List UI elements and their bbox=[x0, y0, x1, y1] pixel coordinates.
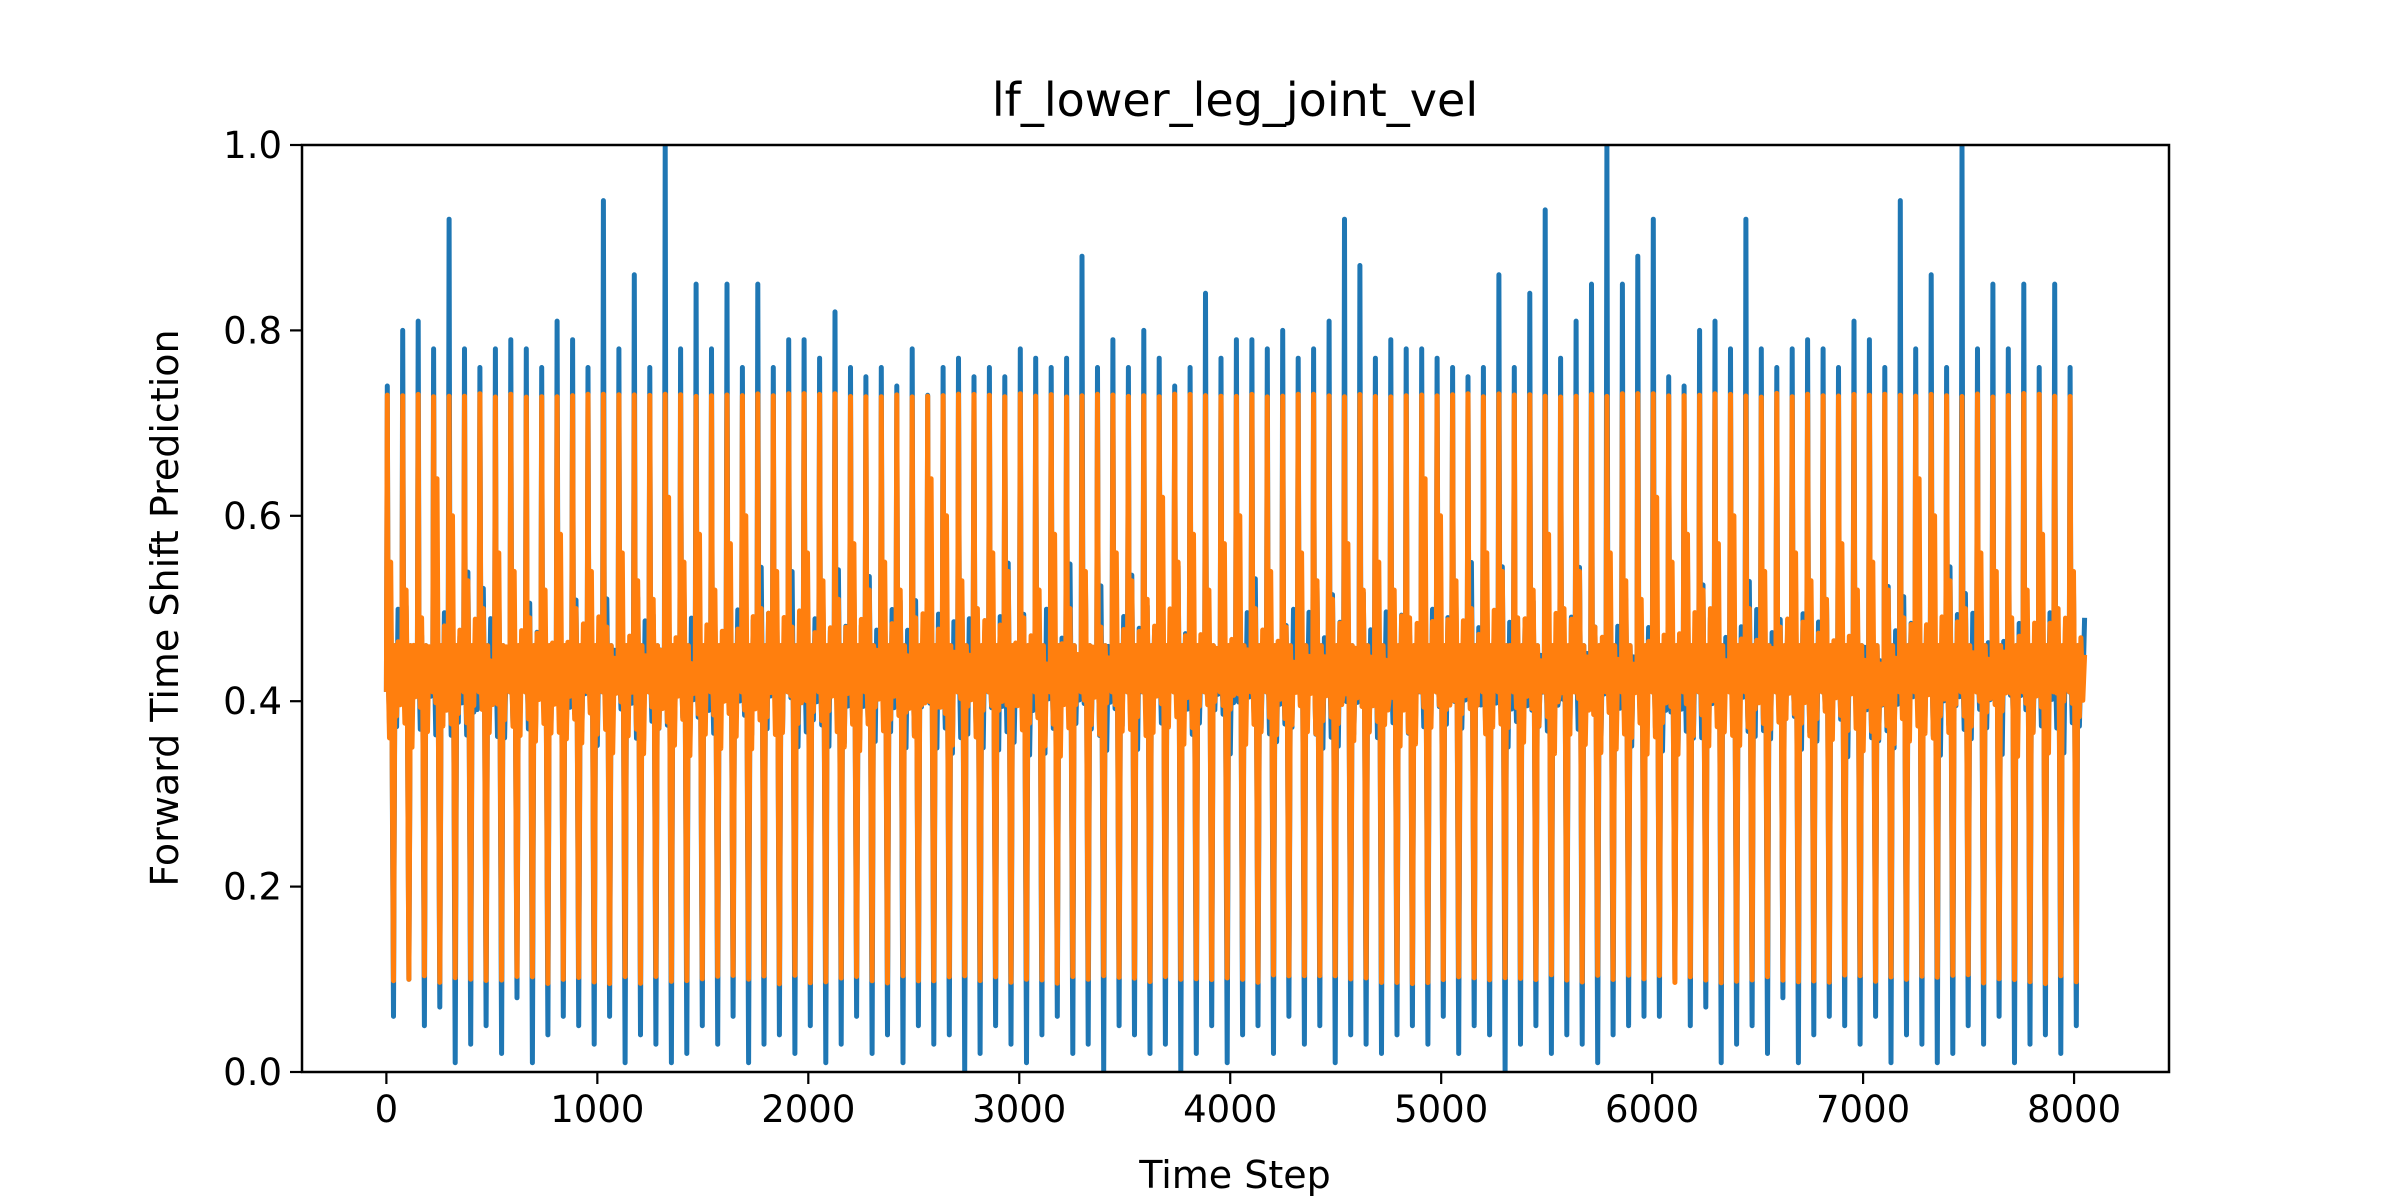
y-tick-label: 1.0 bbox=[223, 124, 282, 167]
y-tick-label: 0.2 bbox=[223, 866, 282, 909]
x-tick-label: 2000 bbox=[761, 1088, 855, 1131]
y-tick-label: 0.8 bbox=[223, 309, 282, 352]
y-axis: 0.0 0.2 0.4 0.6 0.8 1.0 bbox=[223, 124, 302, 1094]
x-tick-label: 5000 bbox=[1394, 1088, 1488, 1131]
x-axis-label: Time Step bbox=[1138, 1153, 1331, 1197]
x-tick-label: 7000 bbox=[1816, 1088, 1910, 1131]
y-axis-label: Forward Time Shift Prediction bbox=[143, 329, 187, 886]
x-tick-label: 4000 bbox=[1183, 1088, 1277, 1131]
chart-title: lf_lower_leg_joint_vel bbox=[992, 73, 1478, 127]
plot-frame bbox=[300, 143, 2171, 1074]
x-tick-label: 0 bbox=[375, 1088, 399, 1131]
series-line bbox=[383, 390, 2088, 987]
x-tick-label: 6000 bbox=[1605, 1088, 1699, 1131]
y-tick-label: 0.6 bbox=[223, 495, 282, 538]
x-tick-label: 1000 bbox=[550, 1088, 644, 1131]
y-tick-label: 0.0 bbox=[223, 1051, 282, 1094]
x-axis: 0 1000 2000 3000 4000 5000 6000 7000 8000 bbox=[375, 1072, 2121, 1131]
x-tick-label: 8000 bbox=[2027, 1088, 2121, 1131]
y-tick-label: 0.4 bbox=[223, 680, 282, 723]
series-layer bbox=[383, 145, 2088, 1072]
x-tick-label: 3000 bbox=[972, 1088, 1066, 1131]
